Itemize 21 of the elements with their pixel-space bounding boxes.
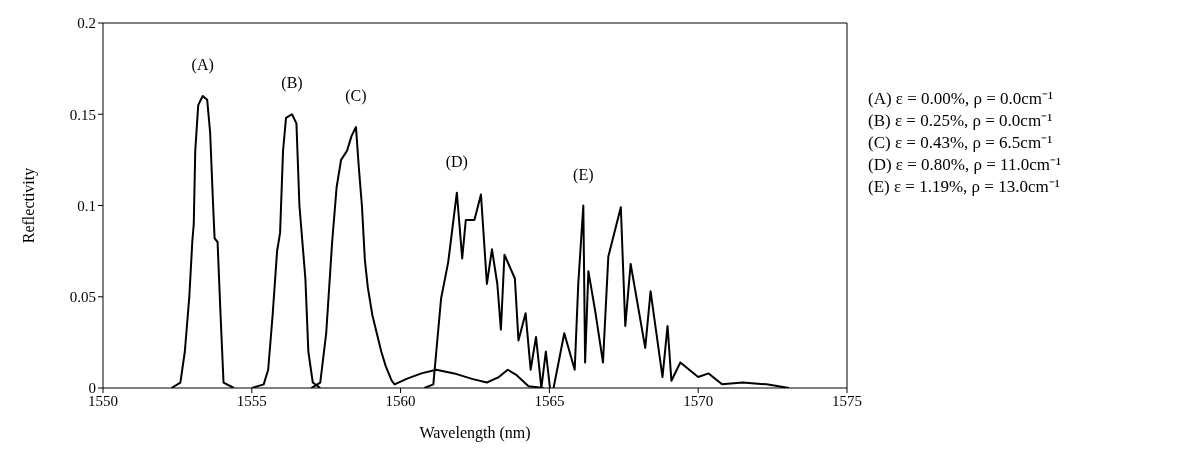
x-tick-label: 1565 (534, 392, 565, 409)
series-label: (B) (281, 74, 303, 93)
x-tick-label: 1575 (832, 392, 862, 409)
text: (C) ε = 0.43%, ρ = 6.5cm⁻¹ (868, 132, 1054, 154)
series-label: (E) (573, 165, 594, 184)
y-tick-label: 0.05 (69, 289, 96, 306)
series-label: (D) (445, 152, 468, 171)
text: (D) ε = 0.80%, ρ = 11.0cm⁻¹ (868, 154, 1062, 176)
x-axis-title: Wavelength (nm) (419, 424, 531, 442)
x-tick-label: 1555 (236, 392, 267, 409)
y-axis-title: Reflectivity (19, 167, 38, 244)
series-label: (A) (191, 56, 214, 74)
series-label: (C) (345, 87, 367, 106)
y-tick-label: 0.2 (77, 15, 96, 32)
text: (A) ε = 0.00%, ρ = 0.0cm⁻¹ (868, 88, 1055, 110)
y-tick-label: 0.15 (69, 106, 96, 123)
text: (E) ε = 1.19%, ρ = 13.0cm⁻¹ (868, 176, 1061, 198)
y-tick-label: 0.1 (77, 197, 96, 214)
x-tick-label: 1570 (683, 392, 714, 409)
text: (B) ε = 0.25%, ρ = 0.0cm⁻¹ (868, 110, 1054, 132)
x-tick-label: 1560 (385, 392, 416, 409)
